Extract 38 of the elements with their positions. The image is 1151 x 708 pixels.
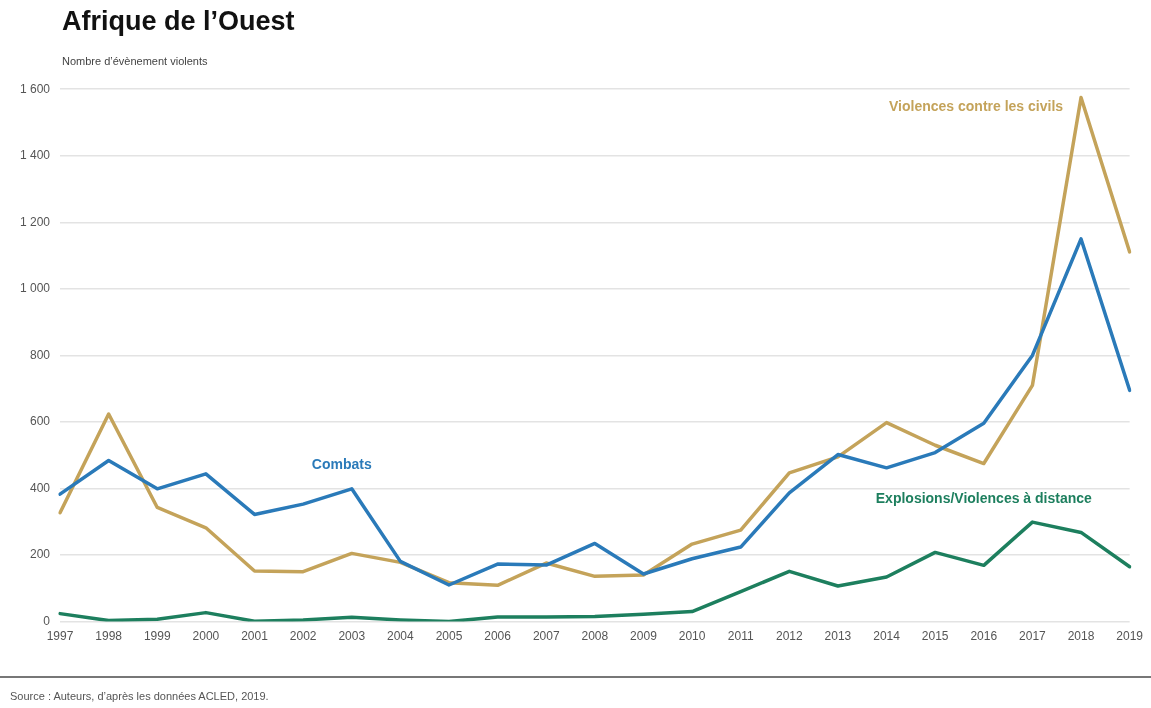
- x-tick-label: 2011: [727, 629, 754, 644]
- y-tick-label: 1 600: [20, 81, 51, 96]
- text: Explosions/Violences à distance: [875, 490, 1093, 507]
- x-tick-label: 2007: [532, 629, 560, 644]
- y-tick-label: 1 400: [20, 148, 51, 163]
- x-tick-label: 2014: [873, 629, 901, 644]
- x-tick-label: 1999: [143, 629, 171, 644]
- source-note: Source : Auteurs, d’après les données ACLED, 2019.: [10, 690, 269, 702]
- x-tick-label: 2004: [387, 629, 415, 644]
- series-label: Combats: [311, 455, 372, 472]
- x-tick-label: 2003: [338, 629, 366, 644]
- y-axis-title: Nombre d’évènement violents: [62, 55, 208, 67]
- x-tick-label: 2006: [484, 629, 512, 644]
- x-tick-label: 2018: [1067, 629, 1095, 644]
- y-tick-label: 1 200: [20, 214, 51, 229]
- x-tick-label: 2016: [970, 629, 998, 644]
- x-tick-label: 2008: [581, 629, 609, 644]
- y-tick-label: 0: [43, 613, 51, 628]
- series-label: Violences contre les civils: [889, 98, 1064, 115]
- y-tick-label: 400: [30, 480, 51, 495]
- x-tick-label: 2015: [921, 629, 949, 644]
- y-tick-label: 600: [30, 414, 51, 429]
- x-tick-label: 2002: [289, 629, 317, 644]
- y-tick-label: 1 000: [20, 281, 51, 296]
- x-tick-label: 2000: [192, 629, 220, 644]
- x-tick-label: 2012: [775, 629, 803, 644]
- x-tick-label: 2019: [1116, 629, 1144, 644]
- x-tick-label: 1997: [46, 629, 74, 644]
- y-tick-label: 800: [30, 347, 51, 362]
- x-tick-label: 1998: [95, 629, 123, 644]
- x-tick-label: 2009: [630, 629, 658, 644]
- x-tick-label: 2010: [678, 629, 706, 644]
- x-tick-label: 2001: [241, 629, 269, 644]
- x-tick-label: 2013: [824, 629, 852, 644]
- x-tick-label: 2005: [435, 629, 463, 644]
- chart-title: Afrique de l’Ouest: [62, 6, 295, 37]
- x-tick-label: 2017: [1019, 629, 1047, 644]
- y-tick-label: 200: [30, 547, 51, 562]
